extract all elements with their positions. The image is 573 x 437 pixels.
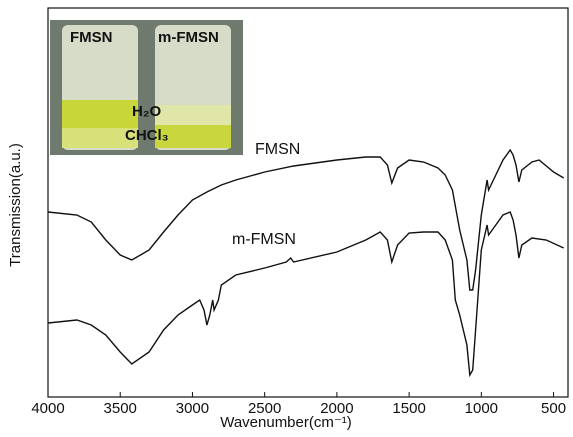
x-tick-label: 500 [541,400,566,417]
inset-label: FMSN [70,29,113,46]
inset-label: m-FMSN [158,29,219,46]
liquid-layer [155,125,231,148]
x-axis-title: Wavenumber(cm⁻¹) [220,414,352,431]
inset-label: H₂O [132,103,161,120]
liquid-layer [62,100,138,128]
plot-frame [47,7,569,398]
x-tick-label: 3000 [176,400,209,417]
y-axis-title: Transmission(a.u.) [7,143,24,267]
x-tick-label: 2000 [320,400,353,417]
x-tick-label: 1000 [465,400,498,417]
liquid-layer [155,105,231,125]
x-tick-label: 2500 [248,400,281,417]
liquid-layer [62,128,138,148]
spectrum-line [47,211,564,378]
inset-label: CHCl₃ [125,127,169,144]
inset-photo [50,20,243,155]
series-label: m-FMSN [232,231,296,248]
series-label: FMSN [255,141,300,158]
x-tick-label: 4000 [31,400,64,417]
x-tick-label: 1500 [392,400,425,417]
x-tick-label: 3500 [104,400,137,417]
spectrum-line [47,148,565,291]
